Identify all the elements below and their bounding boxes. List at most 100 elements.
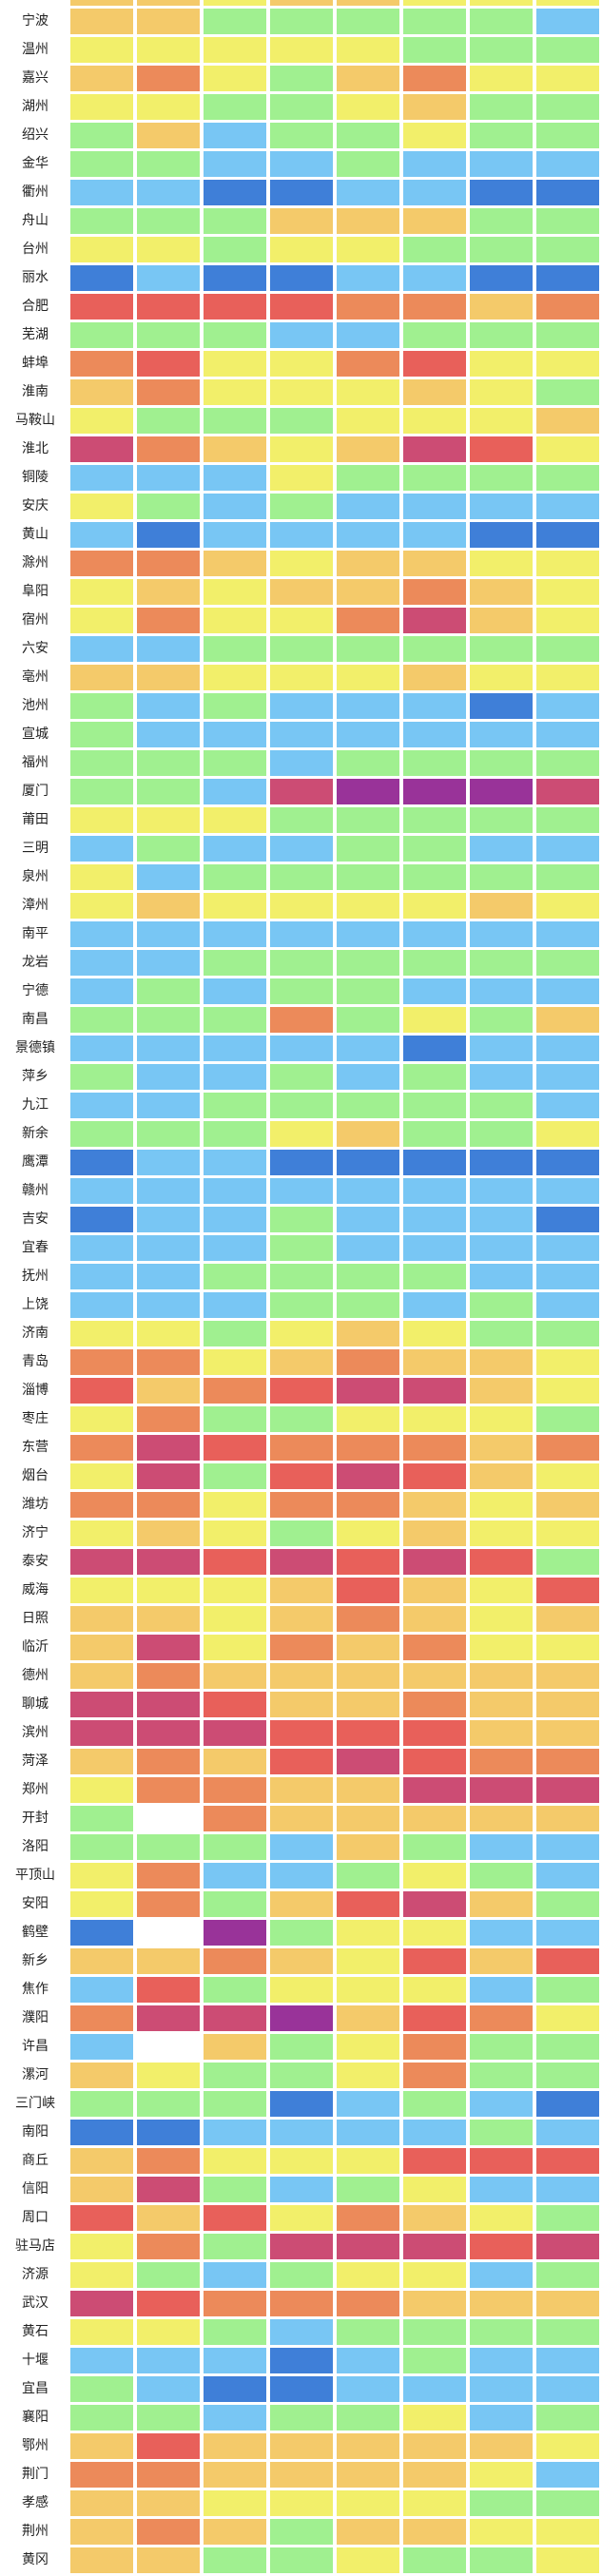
heatmap-cell — [70, 9, 133, 34]
heatmap-cell — [270, 1207, 333, 1232]
heatmap-cell — [403, 208, 466, 234]
heatmap-cell — [536, 1007, 599, 1033]
row-label: 漯河 — [22, 2067, 49, 2082]
heatmap-cell — [337, 2348, 399, 2373]
heatmap-cell — [270, 665, 333, 690]
row-label: 南昌 — [22, 1012, 49, 1027]
row-label: 泉州 — [22, 869, 49, 884]
heatmap-cell — [470, 2177, 533, 2202]
heatmap-cell — [470, 1948, 533, 1974]
heatmap-cell — [204, 151, 266, 177]
row-label: 威海 — [22, 1582, 49, 1598]
heatmap-cell — [270, 1321, 333, 1346]
heatmap-cell — [204, 1920, 266, 1946]
heatmap-cell — [337, 436, 399, 462]
heatmap-cell — [204, 665, 266, 690]
heatmap-row: 东营 — [0, 1435, 602, 1463]
heatmap-cell — [137, 2291, 200, 2316]
row-label: 湖州 — [22, 99, 49, 114]
heatmap-cell — [536, 2148, 599, 2174]
heatmap-cell — [536, 1349, 599, 1375]
heatmap-cell — [403, 750, 466, 776]
heatmap-cell — [403, 1121, 466, 1147]
heatmap-cell — [337, 1806, 399, 1831]
row-label: 福州 — [22, 755, 49, 770]
row-label: 淮南 — [22, 384, 49, 399]
heatmap-cell — [270, 1549, 333, 1575]
heatmap-cell — [470, 436, 533, 462]
heatmap-cell — [70, 893, 133, 919]
heatmap-cell — [270, 2262, 333, 2288]
heatmap-cell — [204, 1349, 266, 1375]
heatmap-cell — [137, 265, 200, 291]
heatmap-cell — [403, 522, 466, 548]
heatmap-cell — [337, 1549, 399, 1575]
row-label: 滁州 — [22, 555, 49, 571]
heatmap-cell — [70, 379, 133, 405]
heatmap-cell — [470, 1007, 533, 1033]
heatmap-row: 丽水 — [0, 265, 602, 294]
heatmap-cell — [536, 551, 599, 576]
heatmap-cell — [470, 2262, 533, 2288]
heatmap-cell — [137, 2433, 200, 2459]
heatmap-row: 临沂 — [0, 1635, 602, 1663]
heatmap-cell — [70, 1863, 133, 1888]
heatmap-cell — [536, 2234, 599, 2259]
heatmap-cell — [270, 1121, 333, 1147]
row-label: 台州 — [22, 242, 49, 257]
heatmap-cell — [137, 893, 200, 919]
row-label: 滨州 — [22, 1725, 49, 1740]
heatmap-row: 南昌 — [0, 1007, 602, 1036]
row-label: 周口 — [22, 2210, 49, 2225]
heatmap-row: 黄冈 — [0, 2547, 602, 2576]
row-label: 济宁 — [22, 1525, 49, 1540]
heatmap-cell — [137, 2034, 200, 2060]
heatmap-cell — [204, 1121, 266, 1147]
heatmap-cell — [337, 1720, 399, 1746]
heatmap-cell — [403, 436, 466, 462]
heatmap-cell — [204, 1207, 266, 1232]
row-label: 郑州 — [22, 1782, 49, 1797]
heatmap-cell — [470, 465, 533, 491]
heatmap-row: 六安 — [0, 636, 602, 665]
heatmap-cell — [403, 579, 466, 605]
heatmap-cell — [337, 1378, 399, 1404]
row-label: 宁波 — [22, 13, 49, 29]
heatmap-cell — [337, 2148, 399, 2174]
row-label: 信阳 — [22, 2181, 49, 2197]
heatmap-cell — [270, 1178, 333, 1204]
heatmap-cell — [137, 1378, 200, 1404]
row-label: 衢州 — [22, 184, 49, 200]
heatmap-cell — [204, 436, 266, 462]
heatmap-cell — [70, 1036, 133, 1061]
heatmap-cell — [337, 1349, 399, 1375]
row-label: 景德镇 — [15, 1040, 55, 1056]
heatmap-cell — [403, 636, 466, 662]
heatmap-cell — [536, 180, 599, 205]
heatmap-cell — [204, 1435, 266, 1461]
heatmap-row: 马鞍山 — [0, 408, 602, 436]
row-label: 吉安 — [22, 1211, 49, 1227]
heatmap-cell — [270, 2348, 333, 2373]
heatmap-cell — [536, 379, 599, 405]
heatmap-cell — [137, 180, 200, 205]
heatmap-cell — [337, 351, 399, 377]
heatmap-cell — [270, 94, 333, 120]
heatmap-cell — [337, 1321, 399, 1346]
heatmap-cell — [70, 2234, 133, 2259]
heatmap-cell — [70, 1349, 133, 1375]
heatmap-cell — [536, 1549, 599, 1575]
heatmap-cell — [70, 2291, 133, 2316]
heatmap-row — [0, 0, 602, 9]
heatmap-cell — [270, 893, 333, 919]
heatmap-cell — [470, 978, 533, 1004]
heatmap-cell — [204, 9, 266, 34]
heatmap-cell — [137, 379, 200, 405]
heatmap-cell — [270, 265, 333, 291]
heatmap-cell — [137, 1207, 200, 1232]
row-label: 宣城 — [22, 726, 49, 742]
heatmap-cell — [403, 608, 466, 633]
heatmap-cell — [536, 2519, 599, 2545]
heatmap-cell — [70, 522, 133, 548]
heatmap-cell — [403, 2405, 466, 2431]
